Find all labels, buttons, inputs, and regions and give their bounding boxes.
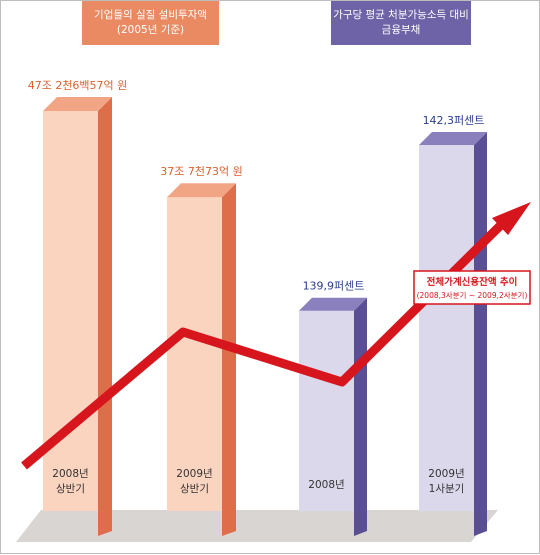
right-bar-2-value-label: 142,3퍼센트: [423, 114, 485, 127]
right-bar-2-side: [474, 132, 487, 536]
left-bar-1-category-line2: 상반기: [56, 483, 85, 495]
left-bar-1-top: [43, 97, 112, 111]
left-bar-1-side: [98, 97, 112, 536]
right-chart-header: 가구당 평균 처분가능소득 대비 금융부채: [331, 1, 471, 45]
right-bar-2-category-line1: 2009년: [428, 468, 464, 480]
right-bar-1-category: 2008년: [308, 479, 344, 491]
left-bar-1-value-label: 47조 2천6백57억 원: [28, 78, 128, 92]
trend-arrow-head: [492, 202, 531, 235]
left-chart-header: 기업들의 실질 설비투자액 (2005년 기준): [82, 1, 219, 45]
trend-label-subtitle: (2008,3사분기 ~ 2009,2사분기): [417, 291, 528, 300]
left-bar-2-value-label: 37조 7천73억 원: [160, 164, 242, 178]
right-bar-2-category-line2: 1사분기: [429, 483, 465, 495]
trend-label-title: 전체가계신용잔액 추이: [427, 276, 518, 288]
left-chart-title: 기업들의 실질 설비투자액: [94, 9, 207, 21]
right-chart-subtitle: 금융부채: [381, 24, 421, 36]
right-bar-1-value-label: 139,9퍼센트: [303, 280, 365, 293]
right-bar-1-side: [354, 297, 367, 536]
right-bar-2-top: [419, 132, 487, 145]
trend-label: 전체가계신용잔액 추이 (2008,3사분기 ~ 2009,2사분기): [413, 270, 531, 305]
right-bar-1-top: [299, 297, 367, 311]
left-bar-2-category-line1: 2009년: [176, 468, 212, 480]
left-bar-2-category-line2: 상반기: [180, 483, 209, 495]
left-chart-subtitle: (2005년 기준): [116, 24, 185, 36]
right-chart-title: 가구당 평균 처분가능소득 대비: [333, 9, 469, 21]
chart-floor: [16, 510, 498, 542]
right-bar-1-front: [299, 310, 354, 511]
left-bar-1-front: [43, 111, 98, 511]
right-bar-2-front: [419, 145, 474, 511]
left-bar-2-front: [167, 197, 222, 511]
left-bar-2-top: [167, 183, 236, 198]
left-bar-2-side: [222, 183, 236, 536]
left-bar-1-category-line1: 2008년: [52, 468, 88, 480]
